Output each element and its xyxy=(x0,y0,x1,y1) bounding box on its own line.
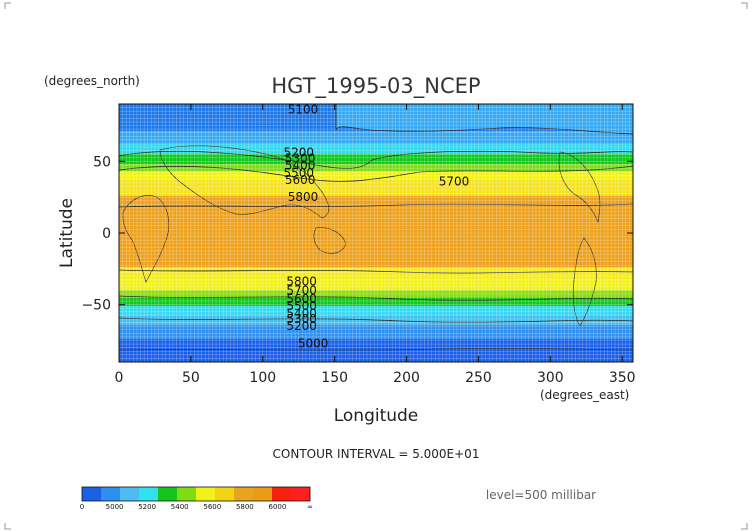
contour-label: 5500 xyxy=(286,299,317,313)
colorbar-swatch xyxy=(82,487,102,501)
colorbar-label: 5000 xyxy=(106,503,124,511)
coastlines xyxy=(119,145,633,351)
contour-band-2 xyxy=(119,144,633,155)
plot-grid xyxy=(119,104,633,362)
contour-band-6 xyxy=(119,179,633,196)
colorbar-swatch xyxy=(120,487,140,501)
contour-label: 5800 xyxy=(286,275,317,289)
contour-label: 5000 xyxy=(298,336,329,350)
x-units-label: (degrees_east) xyxy=(540,388,629,402)
x-axis-ticks: 0 50 100 150 200 250 300 350 xyxy=(115,104,636,386)
x-tick-label: 50 xyxy=(182,370,200,386)
colorbar-swatch xyxy=(253,487,273,501)
colorbar-label: 5800 xyxy=(236,503,254,511)
contour-label: 5300 xyxy=(285,151,316,165)
contour-label: 5600 xyxy=(286,292,317,306)
colorbar-label: 5400 xyxy=(171,503,189,511)
contour-band-4 xyxy=(119,164,633,172)
colorbar-swatch xyxy=(215,487,235,501)
y-tick-label: 50 xyxy=(93,154,111,170)
x-tick-label: 200 xyxy=(393,370,420,386)
contour-overlay xyxy=(119,104,633,351)
contour-band-7 xyxy=(119,195,633,268)
x-tick-label: 150 xyxy=(321,370,348,386)
north-ridge-contour xyxy=(119,165,633,182)
colorbar-label: 0 xyxy=(80,503,84,511)
x-tick-label: 250 xyxy=(465,370,492,386)
colorbar-frame xyxy=(81,486,311,502)
contour-band-9 xyxy=(119,280,633,291)
contour-band-8 xyxy=(119,267,633,281)
contour-label: 5100 xyxy=(288,103,319,117)
contour-label: 5200 xyxy=(283,146,314,160)
subtropical-contour-north xyxy=(119,203,633,208)
colorbar-swatch xyxy=(196,487,216,501)
level-note: level=500 millibar xyxy=(486,488,596,502)
y-tick-label: 0 xyxy=(102,226,111,242)
contour-label: 5300 xyxy=(286,312,317,326)
y-axis-label: Latitude xyxy=(57,198,77,268)
contour-label: 5700 xyxy=(286,283,317,297)
south-contour-b xyxy=(119,317,633,323)
x-axis-label: Longitude xyxy=(334,406,419,426)
contour-band-12 xyxy=(119,306,633,315)
x-tick-label: 350 xyxy=(609,370,636,386)
colorbar: 0 5000 5200 5400 5600 5800 6000 ∞ xyxy=(80,486,313,511)
chart-title: HGT_1995-03_NCEP xyxy=(271,74,480,99)
contour-band-1 xyxy=(119,131,633,145)
colorbar-label: 6000 xyxy=(269,503,287,511)
contour-label: 5500 xyxy=(283,166,314,180)
colorbar-label: 5200 xyxy=(138,503,156,511)
x-tick-label: 300 xyxy=(537,370,564,386)
colorbar-swatch xyxy=(101,487,121,501)
y-axis-ticks: −50 0 50 xyxy=(81,154,633,314)
north-trough-contour xyxy=(119,150,633,169)
y-tick-label: −50 xyxy=(81,298,111,314)
subtropical-contour-south xyxy=(119,269,633,274)
colorbar-swatch xyxy=(234,487,254,501)
contour-band-10 xyxy=(119,290,633,298)
colorbar-label: 5600 xyxy=(203,503,221,511)
contour-label: 5400 xyxy=(286,306,317,320)
colorbar-swatch xyxy=(291,487,311,501)
contour-label: 5600 xyxy=(285,173,316,187)
colorbar-swatch xyxy=(272,487,292,501)
y-units-label: (degrees_north) xyxy=(44,74,140,88)
contour-band-14 xyxy=(119,324,633,340)
contour-label: 5800 xyxy=(288,190,319,204)
x-tick-label: 0 xyxy=(115,370,124,386)
contour-band-15 xyxy=(119,339,633,362)
polar-vortex-region xyxy=(335,104,633,135)
colorbar-swatch xyxy=(177,487,197,501)
contour-interval-note: CONTOUR INTERVAL = 5.000E+01 xyxy=(273,447,480,461)
colorbar-label: ∞ xyxy=(307,503,313,511)
contour-label: 5400 xyxy=(285,159,316,173)
page-corner-marks xyxy=(4,2,748,530)
contour-band-5 xyxy=(119,171,633,180)
colorbar-swatch xyxy=(158,487,178,501)
contour-band-11 xyxy=(119,297,633,307)
contour-label: 5200 xyxy=(286,319,317,333)
colorbar-swatch xyxy=(139,487,159,501)
contour-label: 5700 xyxy=(439,174,470,188)
x-tick-label: 100 xyxy=(249,370,276,386)
